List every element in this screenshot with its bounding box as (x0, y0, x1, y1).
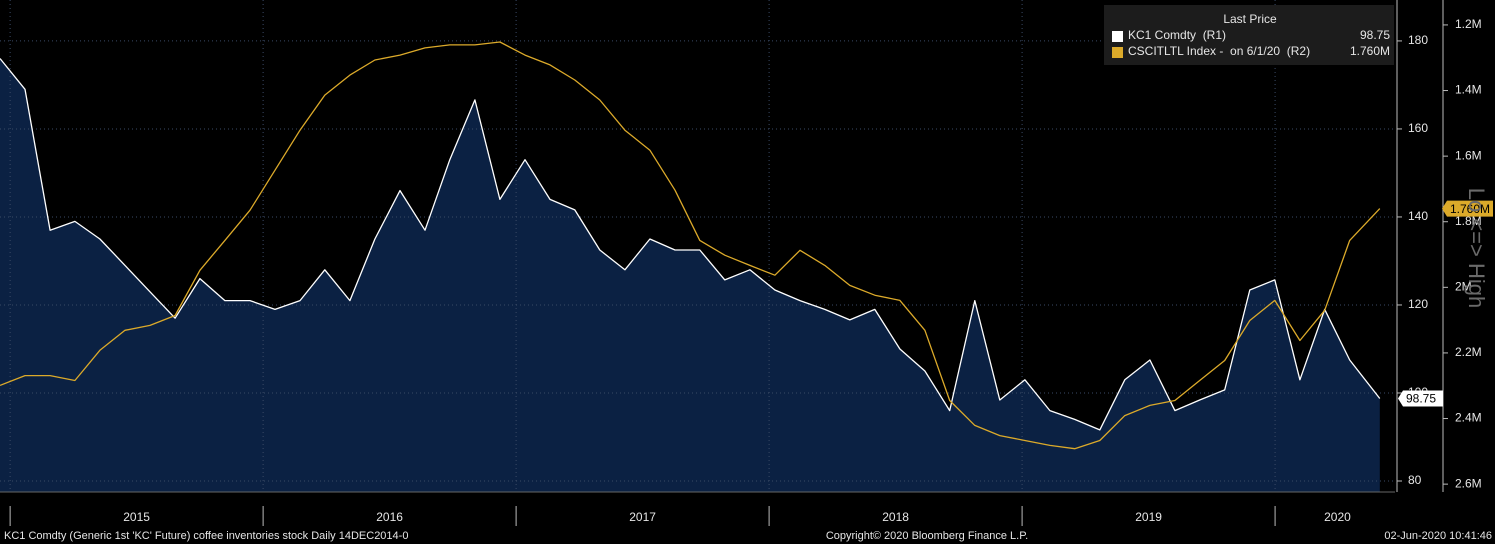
y2-tick-label: 2M (1455, 279, 1472, 293)
legend-label: KC1 Comdty (R1) (1128, 28, 1226, 42)
y2-tick-label: 2.4M (1455, 411, 1482, 425)
legend-value: 98.75 (1360, 28, 1390, 42)
last-value-label: 1.760M (1450, 202, 1490, 216)
x-tick-label: 2015 (123, 510, 150, 524)
series-line (0, 41, 1381, 450)
footer-center: Copyright© 2020 Bloomberg Finance L.P. (826, 530, 1028, 542)
y2-tick-label: 2.2M (1455, 345, 1482, 359)
legend: Last Price KC1 Comdty (R1) 98.75 CSCITLTL … (1104, 5, 1394, 65)
legend-swatch (1112, 31, 1123, 42)
footer-right: 02-Jun-2020 10:41:46 (1384, 530, 1492, 542)
axes: 801001201401601801.2M1.4M1.6M1.8M2M2.2M2… (0, 0, 1493, 526)
y-tick-label: 120 (1408, 297, 1428, 311)
y2-tick-label: 1.2M (1455, 17, 1482, 31)
x-tick-label: 2017 (629, 510, 656, 524)
x-tick-label: 2019 (1135, 510, 1162, 524)
y-tick-label: 180 (1408, 33, 1428, 47)
x-tick-label: 2016 (376, 510, 403, 524)
legend-value: 1.760M (1350, 44, 1390, 58)
y2-tick-label: 1.6M (1455, 148, 1482, 162)
plot-area (0, 0, 1395, 492)
y-tick-label: 80 (1408, 473, 1422, 487)
last-value-label: 98.75 (1406, 392, 1436, 406)
y2-tick-label: 2.6M (1455, 476, 1482, 490)
y-tick-label: 160 (1408, 121, 1428, 135)
legend-box (1104, 5, 1394, 65)
series-line (0, 58, 1381, 431)
legend-swatch (1112, 47, 1123, 58)
x-tick-label: 2018 (882, 510, 909, 524)
legend-title: Last Price (1223, 12, 1277, 26)
x-tick-label: 2020 (1324, 510, 1351, 524)
axis-side-label: Lo <=> High (1464, 188, 1489, 308)
last-value-flag (1442, 200, 1493, 217)
legend-label: CSCITLTL Index - on 6/1/20 (R2) (1128, 44, 1310, 58)
footer-left: KC1 Comdty (Generic 1st 'KC' Future) cof… (4, 530, 408, 542)
y2-tick-label: 1.8M (1455, 214, 1482, 228)
y2-tick-label: 1.4M (1455, 83, 1482, 97)
y-tick-label: 140 (1408, 209, 1428, 223)
last-value-flag (1398, 390, 1443, 407)
series-area (0, 58, 1380, 492)
